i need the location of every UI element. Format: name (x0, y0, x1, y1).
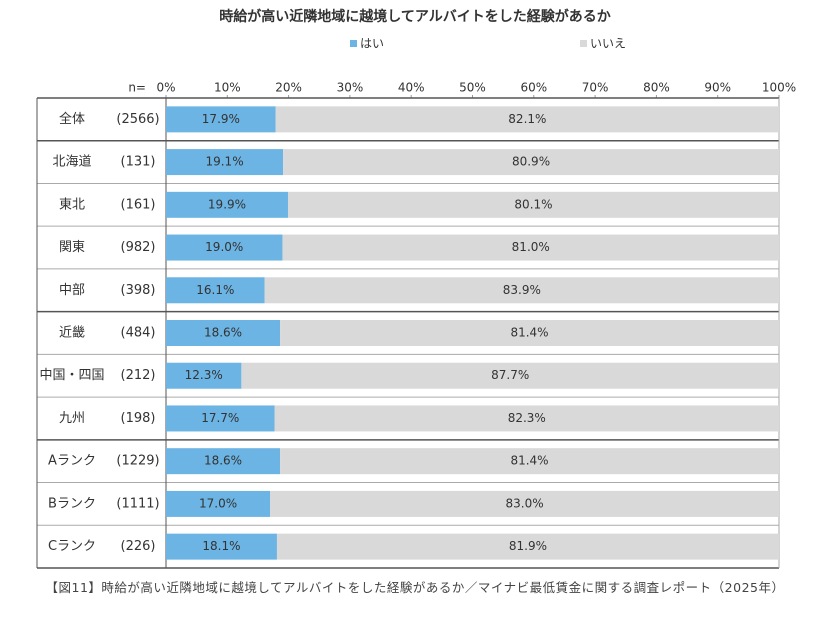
data-label: 81.0% (512, 240, 550, 254)
data-label: 19.1% (205, 155, 243, 169)
legend-label: いいえ (590, 37, 626, 51)
sample-size: (226) (121, 539, 156, 554)
bar-segment (166, 490, 271, 517)
x-tick-label: 100% (762, 81, 796, 95)
bar-segment (280, 320, 779, 346)
data-label: 17.7% (201, 411, 239, 425)
bar-segment (270, 490, 779, 517)
data-label: 17.9% (202, 112, 240, 126)
category-label: 近畿 (59, 326, 85, 341)
legend-label: はい (360, 37, 384, 51)
category-label: Aランク (48, 454, 96, 469)
bar-segment (241, 362, 780, 389)
data-label: 81.4% (510, 326, 548, 340)
x-tick-label: 80% (643, 81, 670, 95)
x-tick-label: 30% (337, 81, 364, 95)
bar-segment (287, 191, 779, 218)
data-label: 80.1% (514, 197, 552, 211)
bar-segment (166, 191, 288, 218)
data-label: 19.0% (205, 240, 243, 254)
sample-size: (212) (121, 368, 156, 383)
sample-size: (398) (121, 283, 156, 298)
x-tick-label: 20% (275, 81, 302, 95)
caption: 【図11】時給が高い近隣地域に越境してアルバイトをした経験があるか／マイナビ最低… (45, 580, 785, 595)
sample-size: (161) (121, 197, 156, 212)
bar-segment (166, 149, 284, 176)
bar-segment (166, 362, 242, 389)
bar-segment (282, 234, 779, 261)
sample-size: (198) (121, 411, 156, 426)
category-label: 東北 (59, 196, 85, 212)
data-label: 81.4% (510, 454, 548, 468)
x-tick-label: 40% (398, 81, 425, 95)
data-label: 83.9% (503, 283, 541, 297)
bar-segment (283, 149, 779, 176)
data-label: 16.1% (196, 283, 234, 297)
bar-segment (264, 277, 779, 304)
data-label: 82.1% (508, 112, 546, 126)
category-label: 北海道 (52, 155, 91, 170)
bar-segment (166, 320, 281, 346)
sample-size: (1229) (116, 454, 159, 469)
category-label: 中国・四国 (39, 368, 104, 383)
data-label: 18.6% (204, 454, 242, 468)
n-label: n= (128, 81, 146, 95)
category-label: 関東 (59, 239, 85, 255)
data-label: 81.9% (509, 539, 547, 553)
x-tick-label: 60% (520, 81, 547, 95)
bar-segment (276, 533, 779, 560)
bar-segment (275, 106, 779, 133)
sample-size: (484) (121, 326, 156, 341)
data-label: 18.6% (204, 326, 242, 340)
category-label: 全体 (59, 111, 85, 127)
x-tick-label: 50% (459, 81, 486, 95)
data-label: 82.3% (508, 411, 546, 425)
data-label: 17.0% (199, 496, 237, 510)
category-label: Cランク (48, 539, 96, 554)
data-label: 80.9% (512, 155, 550, 169)
sample-size: (2566) (116, 112, 159, 127)
data-label: 87.7% (491, 368, 529, 382)
sample-size: (131) (121, 155, 156, 170)
x-tick-label: 90% (704, 81, 731, 95)
bar-segment (280, 448, 779, 475)
sample-size: (982) (121, 240, 156, 255)
x-tick-label: 10% (214, 81, 241, 95)
bar-segment (274, 405, 779, 432)
data-label: 18.1% (202, 539, 240, 553)
data-label: 83.0% (506, 496, 544, 510)
category-label: 中部 (59, 283, 85, 298)
bar-segment (166, 106, 276, 133)
x-tick-label: 70% (582, 81, 609, 95)
chart: 時給が高い近隣地域に越境してアルバイトをした経験があるか n= はい いいえ 0% 1… (36, 8, 796, 569)
bar-segment (166, 277, 265, 304)
data-label: 12.3% (185, 368, 223, 382)
legend-swatch (350, 40, 357, 47)
bar-segment (166, 448, 281, 475)
data-label: 19.9% (208, 197, 246, 211)
bar-segment (166, 234, 283, 261)
x-tick-label: 0% (156, 81, 175, 95)
legend-swatch (580, 40, 587, 47)
sample-size: (1111) (116, 496, 159, 511)
bar-segment (166, 533, 277, 560)
chart-title: 時給が高い近隣地域に越境してアルバイトをした経験があるか (219, 8, 610, 25)
category-label: Bランク (48, 496, 96, 511)
bar-segment (166, 405, 275, 432)
category-label: 九州 (59, 411, 85, 426)
